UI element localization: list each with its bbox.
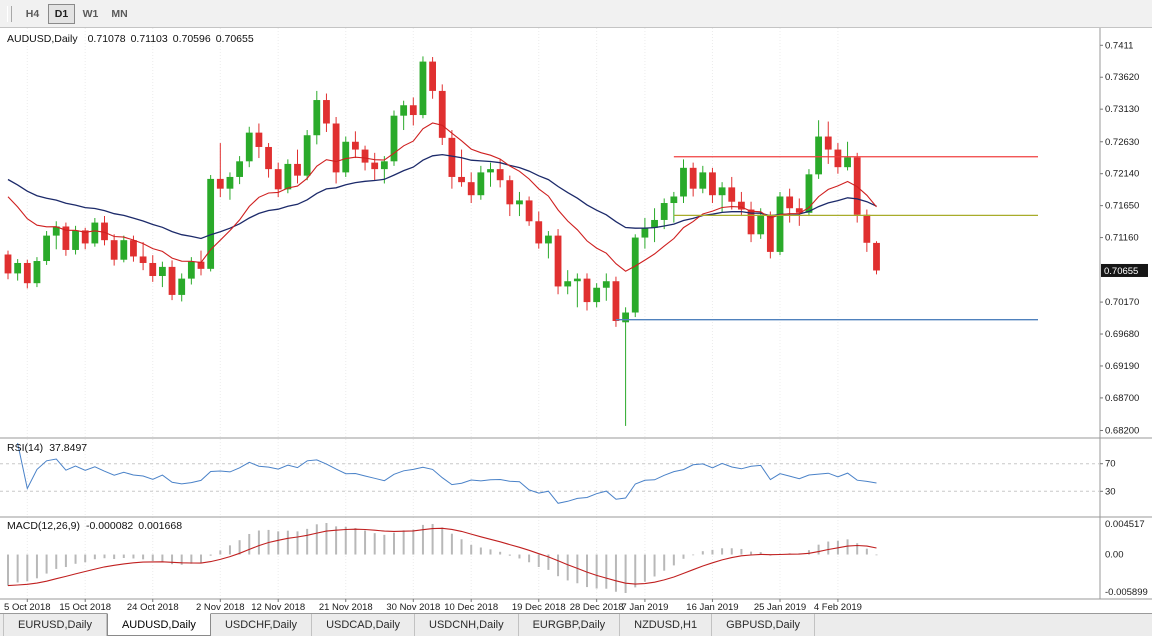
svg-text:24 Oct 2018: 24 Oct 2018 [127,602,179,613]
svg-text:7 Jan 2019: 7 Jan 2019 [621,602,668,613]
svg-text:0.7411: 0.7411 [1105,40,1133,51]
rsi-header: RSI(14) 37.8497 [7,442,92,454]
tab-eurusd-daily[interactable]: EURUSD,Daily [3,614,107,636]
macd-signal-line [7,527,877,587]
svg-text:0.004517: 0.004517 [1105,519,1145,530]
svg-text:2 Nov 2018: 2 Nov 2018 [196,602,245,613]
svg-text:0.70655: 0.70655 [1104,266,1138,277]
svg-text:16 Jan 2019: 16 Jan 2019 [686,602,738,613]
timeframe-w1-button[interactable]: W1 [77,4,104,24]
tab-label: GBPUSD,Daily [726,619,801,631]
svg-text:0.69190: 0.69190 [1105,361,1139,372]
svg-text:0.73130: 0.73130 [1105,104,1139,115]
close-value: 0.70655 [215,33,254,45]
time-axis[interactable]: 5 Oct 2018 15 Oct 2018 24 Oct 2018 2 Nov 20… [4,599,862,613]
svg-text:0.72630: 0.72630 [1105,137,1139,148]
svg-text:-0.005899: -0.005899 [1105,587,1148,598]
tab-label: USDCHF,Daily [224,619,298,631]
tab-usdchf-daily[interactable]: USDCHF,Daily [211,614,313,636]
tab-label: USDCNH,Daily [429,619,504,631]
tab-eurgbp-daily[interactable]: EURGBP,Daily [519,614,621,636]
tab-usdcnh-daily[interactable]: USDCNH,Daily [415,614,519,636]
tab-label: EURUSD,Daily [18,619,92,631]
svg-text:30: 30 [1105,486,1116,497]
svg-text:0.68200: 0.68200 [1105,425,1139,436]
chart-ohlc-header: AUDUSD,Daily 0.71078 0.71103 0.70596 0.70655 [7,33,259,45]
tab-label: USDCAD,Daily [326,619,401,631]
tab-audusd-daily[interactable]: AUDUSD,Daily [106,613,211,636]
chart-tabs-bar: EURUSD,Daily AUDUSD,Daily USDCHF,Daily U… [0,613,1152,636]
macd-signal-value: 0.001668 [138,520,183,532]
price-chart-canvas[interactable]: 0.7411 0.73620 0.73130 0.72630 0.72140 0.7165… [0,28,1152,613]
rsi-indicator-label: RSI(14) [7,442,44,454]
svg-text:12 Nov 2018: 12 Nov 2018 [251,602,305,613]
svg-text:28 Dec 2018: 28 Dec 2018 [570,602,624,613]
tab-label: NZDUSD,H1 [634,619,698,631]
timeframe-mn-button[interactable]: MN [106,4,133,24]
svg-text:0.68700: 0.68700 [1105,393,1139,404]
rsi-line [17,442,877,504]
svg-text:5 Oct 2018: 5 Oct 2018 [4,602,50,613]
tab-usdcad-daily[interactable]: USDCAD,Daily [312,614,416,636]
svg-text:4 Feb 2019: 4 Feb 2019 [814,602,862,613]
svg-text:0.72140: 0.72140 [1105,169,1139,180]
macd-value: -0.000082 [85,520,134,532]
svg-text:15 Oct 2018: 15 Oct 2018 [59,602,111,613]
svg-text:19 Dec 2018: 19 Dec 2018 [512,602,566,613]
candlesticks[interactable] [4,56,880,426]
toolbar-grip[interactable] [7,5,12,22]
svg-text:21 Nov 2018: 21 Nov 2018 [319,602,373,613]
svg-text:0.73620: 0.73620 [1105,72,1139,83]
svg-text:25 Jan 2019: 25 Jan 2019 [754,602,806,613]
current-price-badge: 0.70655 [1101,263,1148,277]
tab-label: EURGBP,Daily [532,619,606,631]
tab-gbpusd-daily[interactable]: GBPUSD,Daily [712,614,816,636]
svg-text:70: 70 [1105,459,1116,470]
high-value: 0.71103 [130,33,168,45]
svg-text:0.71160: 0.71160 [1105,233,1139,244]
svg-text:30 Nov 2018: 30 Nov 2018 [386,602,440,613]
svg-text:10 Dec 2018: 10 Dec 2018 [444,602,498,613]
ma-slow-line[interactable] [7,153,877,240]
timeframe-h4-button[interactable]: H4 [19,4,46,24]
low-value: 0.70596 [172,33,211,45]
svg-text:0.70170: 0.70170 [1105,297,1139,308]
macd-histogram [7,523,878,593]
timeframe-toolbar: H4 D1 W1 MN [0,0,1152,28]
symbol-period-label: AUDUSD,Daily [7,33,78,45]
macd-header: MACD(12,26,9) -0.000082 0.001668 [7,520,187,532]
svg-text:0.69680: 0.69680 [1105,329,1139,340]
timeframe-d1-button[interactable]: D1 [48,3,75,24]
rsi-value: 37.8497 [49,442,88,454]
price-axis[interactable]: 0.7411 0.73620 0.73130 0.72630 0.72140 0.7165… [1100,40,1139,436]
grid-lines [26,28,839,599]
tab-label: AUDUSD,Daily [121,618,196,631]
ma-fast-line[interactable] [7,122,877,272]
svg-text:0.00: 0.00 [1105,550,1124,561]
open-value: 0.71078 [87,33,126,45]
macd-indicator-label: MACD(12,26,9) [7,520,80,532]
tab-nzdusd-h1[interactable]: NZDUSD,H1 [620,614,713,636]
svg-text:0.71650: 0.71650 [1105,201,1139,212]
